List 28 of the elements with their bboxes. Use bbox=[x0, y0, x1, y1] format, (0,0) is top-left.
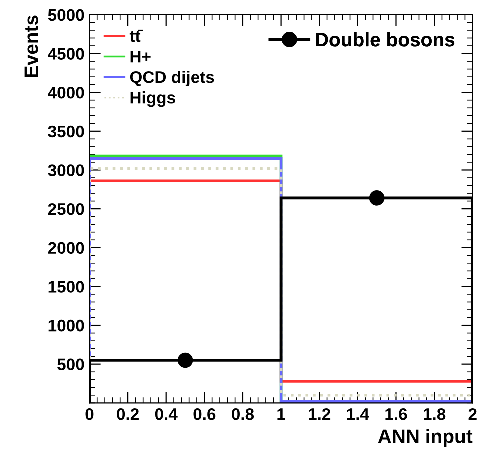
x-tick-label: 0.8 bbox=[232, 408, 254, 420]
x-axis-title: ANN input bbox=[378, 429, 473, 448]
legend-label: tt̄ bbox=[130, 30, 144, 42]
y-tick-label: 2000 bbox=[48, 242, 84, 254]
x-tick-label: 1.8 bbox=[424, 408, 446, 420]
x-tick-label: 1.4 bbox=[347, 408, 370, 420]
x-tick-label: 2 bbox=[468, 408, 477, 420]
legend-label: H+ bbox=[130, 51, 151, 63]
y-tick-label: 3500 bbox=[48, 126, 84, 138]
y-tick-label: 2500 bbox=[48, 203, 84, 216]
x-tick-label: 0.6 bbox=[194, 408, 216, 420]
x-tick-label: 1.2 bbox=[309, 408, 331, 420]
y-tick-label: 500 bbox=[58, 358, 84, 371]
legend-label: Higgs bbox=[130, 92, 176, 108]
y-tick-label: 4000 bbox=[48, 86, 84, 99]
y-tick-label: 3000 bbox=[48, 164, 84, 176]
x-tick-label: 0.4 bbox=[155, 408, 178, 420]
y-tick-label: 1000 bbox=[48, 320, 84, 332]
x-tick-label: 1.6 bbox=[386, 408, 408, 420]
y-tick-label: 4500 bbox=[48, 48, 84, 60]
x-tick-label: 0 bbox=[86, 408, 94, 420]
y-tick-label: 5000 bbox=[48, 9, 84, 22]
legend-label: Double bosons bbox=[316, 32, 455, 47]
x-tick-label: 1 bbox=[278, 408, 286, 420]
y-axis-title: Events bbox=[24, 16, 38, 78]
legend-label: QCD dijets bbox=[130, 71, 214, 87]
x-tick-label: 0.2 bbox=[117, 408, 139, 420]
y-tick-label: 1500 bbox=[48, 281, 84, 293]
